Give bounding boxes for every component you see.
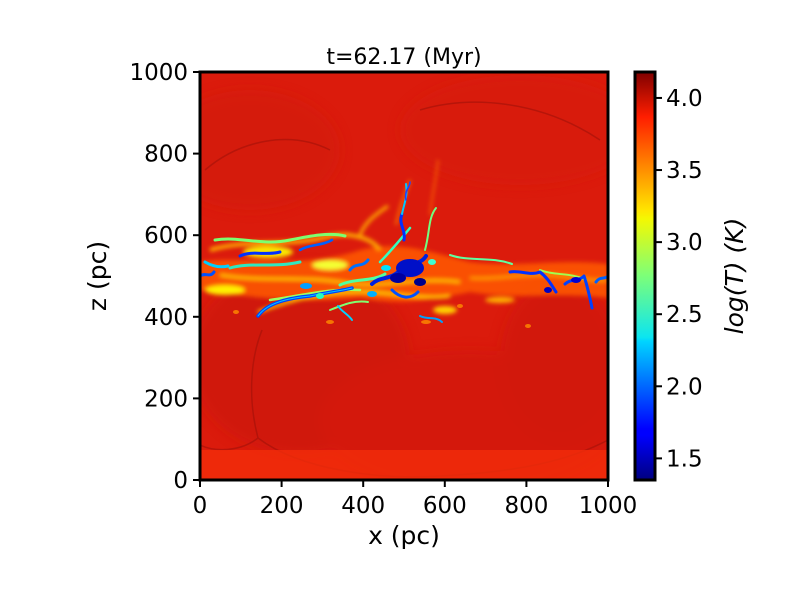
x-tick-label: 1000	[579, 493, 638, 519]
chart-title: t=62.17 (Myr)	[326, 45, 481, 70]
bottom-hot-strip	[200, 450, 608, 480]
x-tick-label: 400	[341, 493, 385, 519]
colorbar-tick-label: 3.0	[666, 230, 703, 256]
colorbar: 1.5 2.0 2.5 3.0 3.5 4.0 log(T) (K)	[633, 70, 749, 482]
colorbar-label: log(T) (K)	[720, 218, 749, 335]
colorbar-tick-label: 2.0	[666, 374, 703, 400]
colorbar-tick-label: 4.0	[666, 86, 703, 112]
colorbar-tick-label: 1.5	[666, 446, 703, 472]
y-tick-label: 0	[173, 468, 188, 494]
plot-frame	[198, 70, 610, 482]
y-axis-label: z (pc)	[83, 241, 112, 311]
heatmap	[200, 72, 608, 480]
y-axis-ticks: 0 200 400 600 800 1000	[129, 60, 200, 494]
x-tick-label: 600	[423, 493, 467, 519]
x-axis-ticks: 0 200 400 600 800 1000	[193, 480, 638, 519]
x-tick-label: 200	[260, 493, 304, 519]
y-tick-label: 800	[144, 142, 188, 168]
colorbar-frame	[633, 70, 657, 482]
x-tick-label: 0	[193, 493, 208, 519]
colorbar-ticks: 1.5 2.0 2.5 3.0 3.5 4.0	[655, 86, 703, 472]
colorbar-tick-label: 3.5	[666, 158, 703, 184]
x-tick-label: 800	[504, 493, 548, 519]
small-clumps	[233, 304, 531, 328]
cold-core	[300, 259, 581, 299]
y-tick-label: 600	[144, 223, 188, 249]
colorbar-gradient	[635, 72, 655, 480]
colorbar-tick-label: 2.5	[666, 302, 703, 328]
y-tick-label: 400	[144, 305, 188, 331]
x-axis-label: x (pc)	[368, 521, 440, 550]
y-tick-label: 1000	[129, 60, 188, 86]
y-tick-label: 200	[144, 386, 188, 412]
